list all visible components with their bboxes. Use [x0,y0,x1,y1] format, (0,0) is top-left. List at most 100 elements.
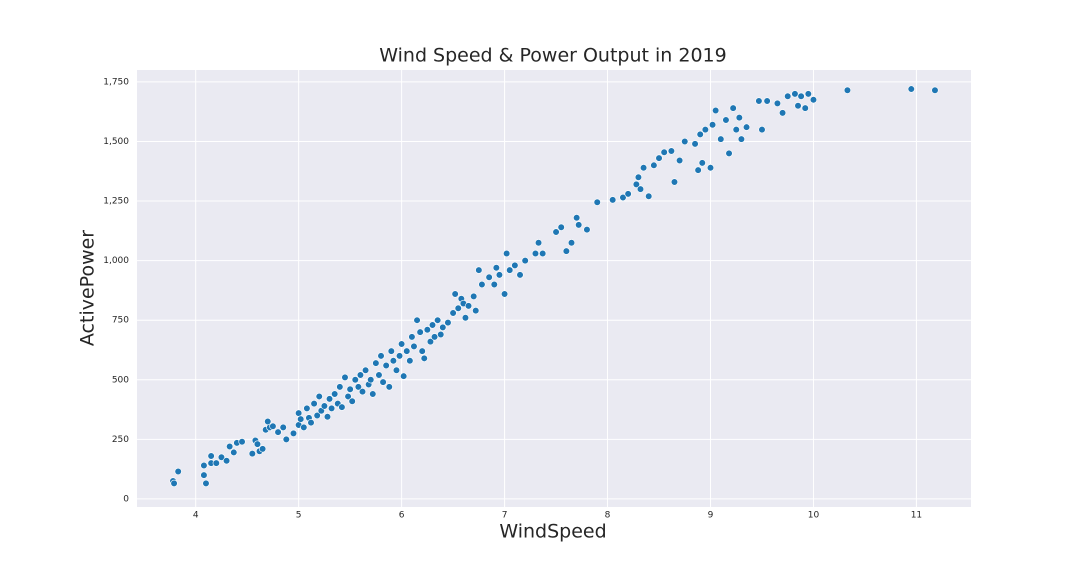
scatter-point [325,395,334,403]
scatter-point [735,114,743,122]
scatter-point [300,423,308,432]
scatter-point [717,135,725,143]
scatter-point [472,307,480,315]
scatter-point [389,357,397,365]
scatter-point [303,404,311,412]
scatter-point [485,273,493,281]
scatter-point [794,102,802,110]
scatter-point [511,261,519,269]
scatter-point [773,99,782,107]
scatter-point [289,429,298,437]
scatter-point [478,280,486,289]
scatter-point [694,166,702,174]
scatter-point [420,354,428,362]
scatter-point [516,271,524,279]
scatter-point [843,86,852,94]
x-tick-label: 7 [502,511,508,521]
scatter-point [354,383,362,391]
scatter-point [282,435,290,443]
scatter-point [650,161,658,169]
scatter-point [506,266,514,274]
scatter-point [358,388,367,396]
scatter-point [410,342,418,351]
scatter-point [320,402,328,410]
scatter-point [248,450,256,458]
scatter-point [395,352,404,360]
scatter-point [461,314,470,322]
scatter-point [593,198,601,206]
scatter-point [403,347,411,355]
scatter-point [226,442,234,451]
scatter-point [264,417,272,426]
scatter-point [398,340,406,348]
scatter-point [758,125,766,134]
scatter-point [379,378,387,386]
y-tick-label: 1,500 [103,137,129,147]
scatter-point [552,228,560,236]
scatter-point [413,316,421,324]
scatter-point [655,154,663,162]
chart-title: Wind Speed & Power Output in 2019 [379,45,726,67]
scatter-point [784,92,792,100]
scatter-point [385,383,393,391]
scatter-point [583,226,591,234]
scatter-point [712,106,720,115]
scatter-point [619,193,627,202]
scatter-point [676,156,684,165]
y-axis-label: ActivePower [77,230,99,346]
scatter-point [691,140,699,148]
scatter-point [200,461,208,470]
scatter-point [341,373,349,381]
scatter-point [729,104,737,112]
scatter-point [269,422,277,430]
scatter-point [809,96,818,104]
scatter-point [439,323,447,331]
scatter-point [310,399,318,408]
plot-area [137,70,971,507]
x-tick-label: 11 [911,511,922,521]
scatter-point [706,164,715,172]
scatter-point [797,92,805,100]
scatter-point [696,130,704,138]
scatter-point [174,467,182,476]
scatter-point [722,116,730,124]
scatter-point [437,330,445,339]
scatter-point [313,411,321,420]
scatter-point [259,445,267,453]
scatter-point [681,137,689,146]
scatter-point [297,415,305,423]
scatter-point [575,221,583,229]
scatter-point [451,290,459,298]
scatter-point [238,438,246,446]
scatter-point [567,239,576,247]
scatter-point [742,123,751,131]
scatter-point [274,428,282,436]
scatter-point [503,249,511,258]
scatter-point [521,257,529,265]
scatter-point [490,280,498,289]
scatter-point [361,366,370,374]
scatter-point [408,333,416,341]
scatter-point [253,440,262,448]
x-tick-label: 10 [808,511,820,521]
scatter-point [279,423,287,432]
x-tick-label: 8 [605,511,611,521]
x-tick-label: 6 [399,511,405,521]
scatter-point [392,366,401,374]
scatter-point [207,452,215,460]
scatter-point [698,159,706,167]
scatter-point [230,448,238,457]
scatter-point [636,185,645,193]
scatter-point [170,479,178,488]
scatter-point [531,249,540,258]
scatter-point [426,338,435,346]
scatter-point [639,164,648,172]
scatter-point [222,457,231,465]
scatter-point [791,90,799,98]
scatter-point [470,292,478,300]
scatter-point [200,471,208,479]
scatter-point [202,479,210,488]
scatter-point [351,376,359,384]
scatter-point [645,192,653,200]
